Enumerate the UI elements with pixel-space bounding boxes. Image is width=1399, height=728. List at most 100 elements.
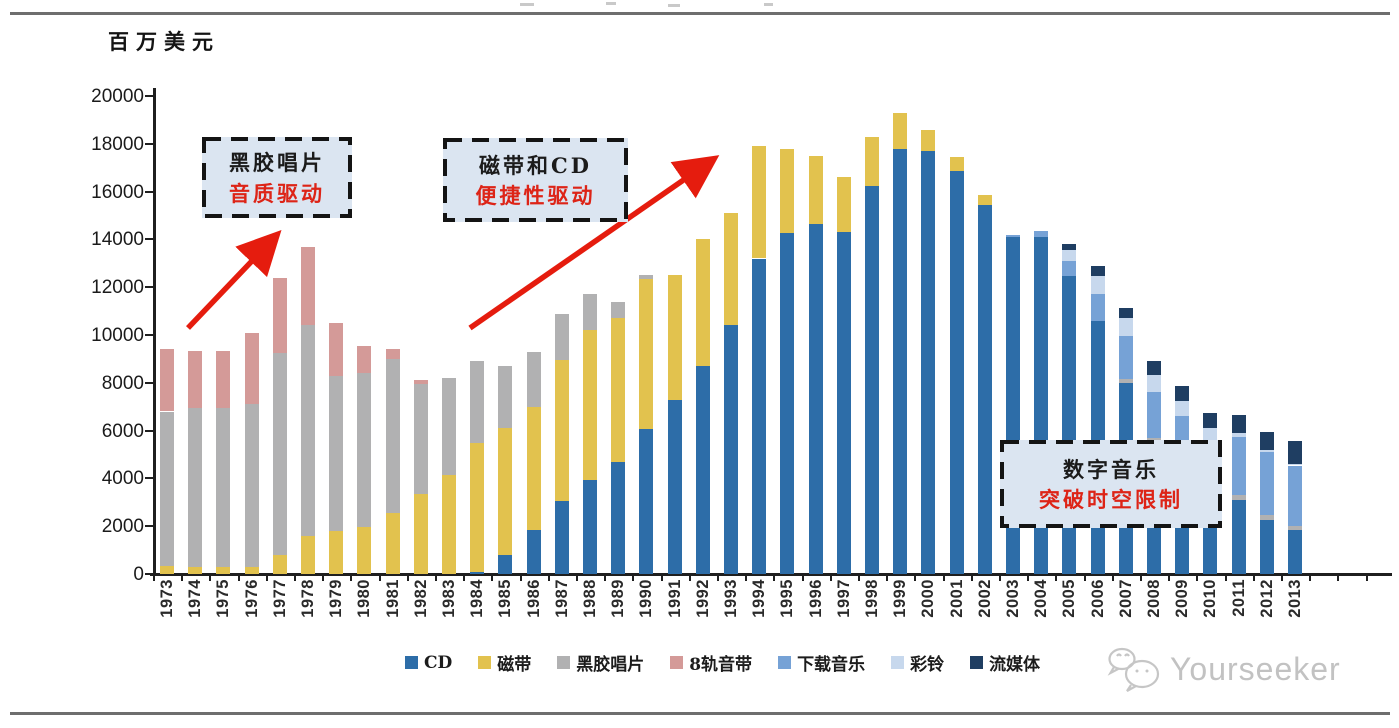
annotation-subtitle: 便捷性驱动 xyxy=(475,183,596,209)
bar-segment-streaming xyxy=(1203,412,1218,429)
bar-segment-eight_track xyxy=(385,349,400,359)
bar-segment-vinyl xyxy=(1288,525,1302,530)
y-axis-unit-label: 百万美元 xyxy=(108,29,220,54)
x-axis-tick xyxy=(1055,575,1058,581)
bar-segment-vinyl xyxy=(188,407,203,567)
x-axis-tick xyxy=(829,575,832,581)
watermark-text: Yourseeker xyxy=(1170,650,1341,687)
y-axis-tick-label: 10000 xyxy=(91,325,144,346)
x-axis-tick xyxy=(1280,575,1283,581)
cropped-text-remnant xyxy=(606,2,616,5)
bar-segment-download xyxy=(1147,391,1161,439)
bar-segment-cd xyxy=(893,148,908,574)
y-axis-tick-label: 14000 xyxy=(91,229,144,251)
bar-segment-cd xyxy=(526,529,541,574)
bottom-divider xyxy=(10,712,1390,715)
x-axis-tick xyxy=(463,575,466,581)
bar-segment-cd xyxy=(554,501,569,574)
bar-segment-eight_track xyxy=(216,350,231,408)
annotation-subtitle: 突破时空限制 xyxy=(1039,487,1183,513)
wechat-icon xyxy=(1107,647,1160,692)
y-axis-tick xyxy=(145,95,153,97)
x-axis-tick xyxy=(209,575,212,581)
y-axis-tick-label: 8000 xyxy=(101,372,144,394)
bar-segment-download xyxy=(1259,452,1274,516)
x-axis-tick xyxy=(237,575,240,581)
bar-segment-cassette xyxy=(385,513,400,574)
x-axis-tick xyxy=(716,575,719,581)
bar-segment-vinyl xyxy=(1259,515,1274,521)
bar-segment-vinyl xyxy=(1231,495,1246,500)
bar-segment-download xyxy=(1118,336,1133,380)
bar-segment-vinyl xyxy=(611,301,626,319)
bar-segment-cassette xyxy=(413,493,428,574)
bar-segment-cassette xyxy=(442,474,456,574)
bar-segment-vinyl xyxy=(357,373,372,528)
legend-swatch xyxy=(891,656,905,669)
bar-segment-vinyl xyxy=(272,352,287,555)
legend-item-cd: CD xyxy=(404,653,452,673)
legend-swatch xyxy=(404,656,418,669)
top-divider xyxy=(10,12,1390,15)
bar-segment-cassette xyxy=(921,129,936,151)
x-axis-tick xyxy=(547,575,550,581)
x-axis-tick xyxy=(1337,575,1340,581)
y-axis-tick xyxy=(145,381,153,384)
bar-segment-cassette xyxy=(639,278,654,430)
bar-segment-cd xyxy=(780,233,795,574)
x-axis-tick xyxy=(801,575,804,581)
bar-segment-cassette xyxy=(836,177,851,233)
bar-segment-cassette xyxy=(244,566,259,574)
bar-segment-vinyl xyxy=(498,366,513,429)
y-axis-tick-label: 16000 xyxy=(91,181,144,203)
bar-segment-vinyl xyxy=(160,411,174,566)
bar-segment-cassette xyxy=(611,318,626,462)
bar-segment-eight_track xyxy=(160,349,174,412)
legend-label: 流媒体 xyxy=(989,655,1041,675)
bar-segment-vinyl xyxy=(526,351,541,407)
bar-segment-cd xyxy=(836,232,851,574)
x-axis-tick xyxy=(406,575,409,581)
x-axis-tick xyxy=(632,575,635,581)
bar-segment-ringtone xyxy=(1118,317,1133,337)
bar-segment-streaming xyxy=(1090,265,1105,277)
bar-segment-cassette xyxy=(893,112,908,149)
cropped-text-remnant xyxy=(764,3,773,6)
bar-segment-cassette xyxy=(808,155,823,224)
bar-segment-vinyl xyxy=(329,375,344,531)
x-axis-tick xyxy=(970,575,973,581)
legend-item-eight_track: 8轨音带 xyxy=(670,650,752,675)
bar-segment-cd xyxy=(808,223,823,574)
bar-segment-ringtone xyxy=(1231,433,1246,437)
legend-label: 彩铃 xyxy=(910,655,945,675)
x-axis-tick xyxy=(1111,575,1114,581)
bar-segment-download xyxy=(1034,231,1049,237)
y-axis-tick xyxy=(145,142,153,145)
y-axis-tick-label: 4000 xyxy=(101,468,144,490)
bar-segment-cd xyxy=(865,185,879,574)
x-axis-tick xyxy=(152,575,155,581)
x-axis-tick xyxy=(181,575,184,581)
y-axis-tick xyxy=(145,190,153,193)
bar-segment-cd xyxy=(667,399,682,574)
bar-segment-cd xyxy=(1259,520,1274,574)
y-axis-tick-label: 0 xyxy=(133,564,144,585)
x-axis-tick xyxy=(322,575,325,581)
y-axis-tick xyxy=(145,573,153,575)
bar-segment-streaming xyxy=(1231,415,1246,433)
bar-segment-vinyl xyxy=(583,294,597,331)
bar-segment-cd xyxy=(724,325,738,574)
bar-segment-cassette xyxy=(780,148,795,234)
x-axis-tick xyxy=(688,575,691,581)
bar-segment-cassette xyxy=(977,195,992,205)
legend: CD 磁带 黑胶唱片 8轨音带 下载音乐 彩铃 流媒体 xyxy=(180,650,1265,675)
bar-segment-vinyl xyxy=(554,313,569,361)
legend-item-ringtone: 彩铃 xyxy=(891,650,944,675)
bar-segment-cassette xyxy=(357,527,372,574)
x-axis-tick xyxy=(491,575,494,581)
legend-label: 8轨音带 xyxy=(689,655,753,675)
bar-segment-cassette xyxy=(667,275,682,400)
annotation-title: 黑胶唱片 xyxy=(229,150,325,176)
bar-segment-cd xyxy=(1288,529,1302,574)
